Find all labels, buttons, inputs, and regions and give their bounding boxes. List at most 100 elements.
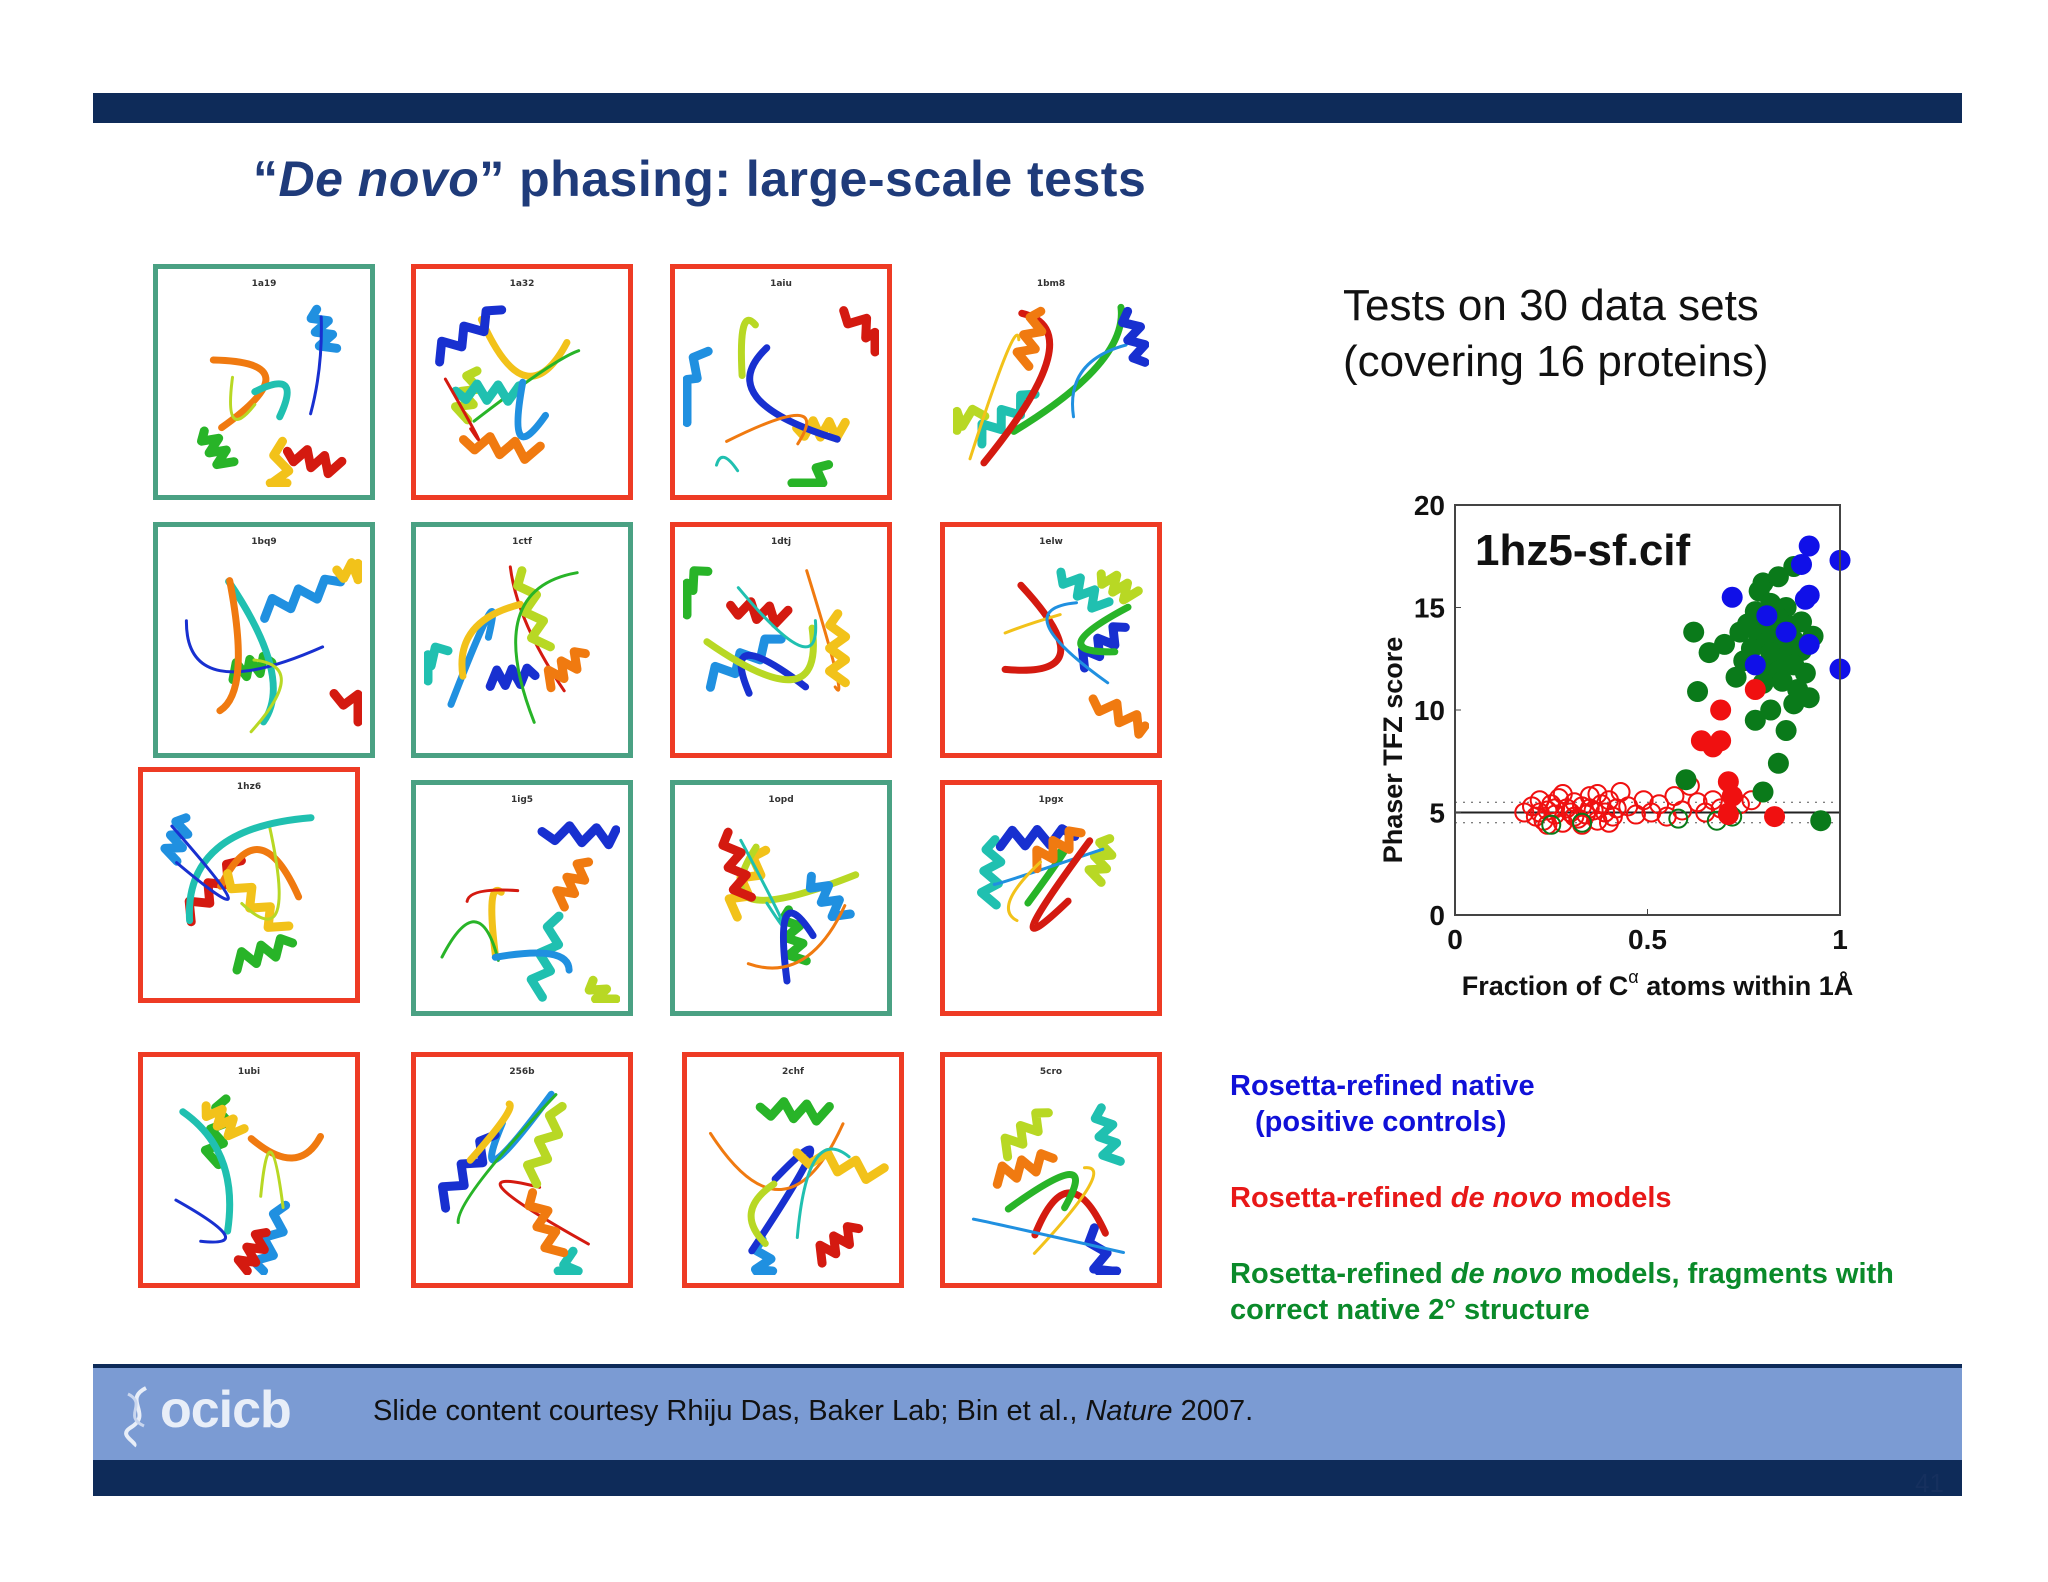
tfz-scatter-chart: 0 5 10 15 20 0 0.5 1 1hz5-sf.cif Phaser TFZ sco… [1378,490,1853,1001]
data-point [1541,814,1562,835]
data-point [1798,535,1820,557]
data-point [1698,642,1720,664]
structure-tile: 1a19 [153,264,375,500]
x-axis-label: Fraction of Cα atoms within 1Å [1462,967,1853,1001]
data-point [1767,752,1789,774]
ribbon-structure-image [435,305,581,464]
data-point [1729,621,1751,643]
footer-band [93,1364,1962,1460]
y-tick-label: 15 [1414,593,1445,624]
slide-title: “De novo” phasing: large-scale tests [253,151,1147,207]
data-point [1529,802,1550,823]
structure-code: 1ubi [237,1067,261,1077]
structure-tile: 1aiu [670,264,892,500]
structure-code: 1dtj [770,537,792,547]
data-point [1760,699,1782,721]
data-point [1752,781,1774,803]
data-point [1687,792,1708,813]
data-point [1572,812,1593,833]
structure-code: 5cro [1039,1067,1063,1077]
legend-native-sub: (positive controls) [1255,1106,1507,1138]
structure-tile: 1ubi [138,1052,360,1288]
data-point [1683,621,1705,643]
legend-de-novo: Rosetta-refined de novo models [1230,1182,1672,1214]
top-bar [93,93,1962,123]
y-tick-label: 0 [1429,900,1445,931]
ribbon-structure-image [683,566,851,697]
bottom-bar [93,1460,1962,1496]
data-point [1744,709,1766,731]
data-point [1744,654,1766,676]
x-tick-label: 1 [1832,924,1848,955]
ribbon-structure-image [160,813,315,975]
ribbon-structure-image [197,304,347,487]
data-point [1668,808,1689,829]
y-tick-label: 20 [1414,490,1445,521]
legend-native: Rosetta-refined native [1230,1070,1535,1102]
ribbon-structure-image [971,1103,1125,1275]
structure-tile: 1ctf [411,522,633,758]
data-point [1725,666,1747,688]
data-point [1775,621,1797,643]
data-point [1791,611,1812,633]
ribbon-structure-image [184,558,362,734]
structure-code: 1a32 [509,279,535,289]
ribbon-structure-image [718,827,860,985]
ribbon-structure-image [953,303,1149,467]
data-point [1794,588,1816,610]
credit-line: Slide content courtesy Rhiju Das, Baker … [373,1395,1254,1427]
data-point [1794,662,1816,684]
y-tick-label: 10 [1414,695,1445,726]
x-tick-label: 0.5 [1628,924,1667,955]
data-point [1717,804,1739,826]
structure-code: 1a19 [251,279,277,289]
structure-code: 1hz6 [236,782,262,792]
dna-helix-icon [124,1386,148,1448]
structure-code: 1bq9 [251,537,277,547]
ribbon-structure-image [174,1094,324,1275]
structure-code: 1aiu [770,279,792,289]
data-point [1756,605,1778,627]
data-point [1714,633,1735,655]
data-point [1744,679,1766,700]
data-point [1798,633,1820,655]
structure-tile: 1opd [670,780,892,1016]
chart-points [1514,535,1851,835]
ribbon-structure-image [977,824,1117,932]
data-point [1721,586,1743,608]
structure-tile: 1pgx [940,780,1162,1016]
data-point [1710,699,1732,721]
data-point [1721,785,1743,807]
x-tick-label: 0 [1447,924,1463,955]
structure-tile: 5cro [940,1052,1162,1288]
data-point [1599,812,1619,833]
ocicb-logo: ocicb [118,1381,308,1448]
structure-code: 1elw [1039,537,1063,547]
tests-line-1: Tests on 30 data sets [1343,281,1759,330]
ribbon-structure-image [1001,567,1149,739]
ribbon-structure-image [438,1090,590,1275]
data-point [1791,553,1812,575]
data-point [1771,670,1793,692]
structure-tile: 1a32 [411,264,633,500]
data-point [1767,566,1789,588]
data-point [1702,736,1724,758]
ribbon-structure-image [683,306,879,487]
structure-code: 1bm8 [1036,279,1066,289]
structure-code: 1pgx [1038,795,1064,805]
structure-code: 1opd [768,795,794,805]
structure-tile: 1ig5 [411,780,633,1016]
y-axis-label: Phaser TFZ score [1378,637,1408,864]
data-point [1548,788,1569,809]
y-tick-label: 5 [1429,798,1445,829]
chart-ticks: 0 5 10 15 20 0 0.5 1 [1414,490,1848,955]
tests-line-2: (covering 16 proteins) [1343,337,1769,386]
data-point [1529,790,1550,811]
tests-heading: Tests on 30 data sets (covering 16 prote… [1343,278,1769,390]
structure-tile: 1hz6 [138,767,360,1003]
ribbon-structure-image [709,1097,889,1275]
legend-fragments: Rosetta-refined de novo models, fragment… [1230,1258,1894,1290]
ribbon-structure-image [424,565,590,724]
structure-tile: 1bq9 [153,522,375,758]
structure-code: 1ig5 [510,795,534,805]
